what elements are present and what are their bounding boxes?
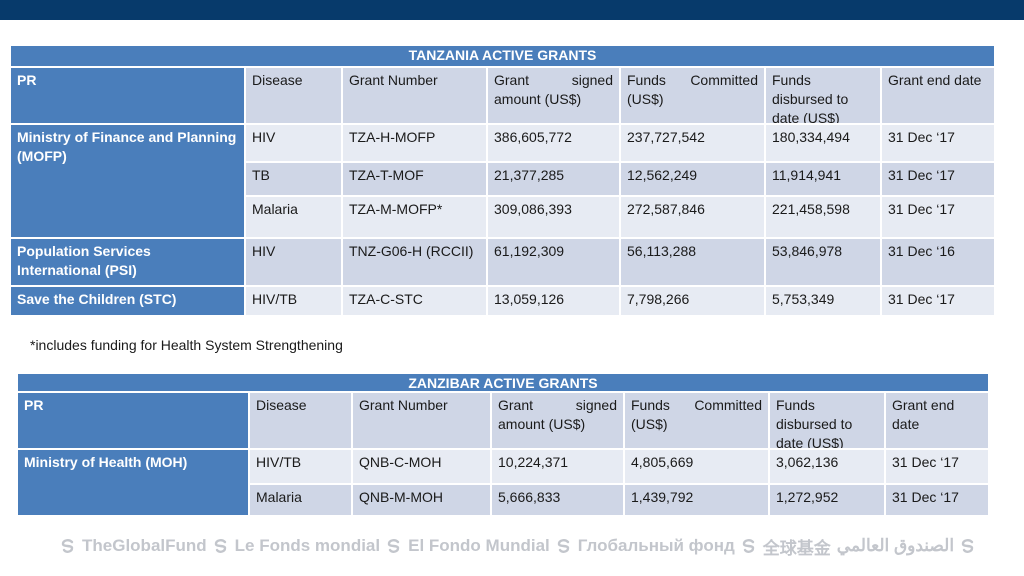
table-cell-disease: HIV/TB	[250, 450, 351, 483]
table-cell-disbursed: 5,753,349	[766, 287, 880, 315]
table-cell-disease: HIV/TB	[246, 287, 341, 315]
table-cell-end: 31 Dec ‘17	[882, 163, 994, 195]
table-cell-grant: QNB-M-MOH	[353, 485, 490, 515]
header-funds-committed: Funds Committed (US$)	[621, 68, 764, 123]
table-cell-committed: 272,587,846	[621, 197, 764, 237]
header-grant-end-date: Grant end date	[882, 68, 994, 123]
table-cell-grant: TNZ-G06-H (RCCII)	[343, 239, 486, 285]
table-cell-signed: 10,224,371	[492, 450, 623, 483]
top-banner	[0, 0, 1024, 20]
table-cell-disease: TB	[246, 163, 341, 195]
tanzania-table-title: TANZANIA ACTIVE GRANTS	[11, 46, 994, 66]
global-fund-swirl-icon	[556, 538, 572, 554]
footer-name-zh: 全球基金	[762, 538, 831, 558]
footer-name-ar: الصندوق العالمي	[836, 536, 955, 555]
table-cell-grant: TZA-T-MOF	[343, 163, 486, 195]
table-cell-disbursed: 3,062,136	[770, 450, 884, 483]
table-cell-signed: 386,605,772	[488, 125, 619, 161]
table-cell-committed: 56,113,288	[621, 239, 764, 285]
table-cell-end: 31 Dec ‘17	[882, 125, 994, 161]
table-cell-end: 31 Dec ‘17	[882, 197, 994, 237]
tanzania-grants-table: TANZANIA ACTIVE GRANTS PR Disease Grant …	[11, 46, 994, 315]
table-cell-signed: 61,192,309	[488, 239, 619, 285]
header-grant-signed: Grant signed amount (US$)	[492, 393, 623, 448]
table-cell-disease: HIV	[246, 239, 341, 285]
table-cell-end: 31 Dec ‘17	[882, 287, 994, 315]
global-fund-swirl-icon	[60, 538, 76, 554]
header-grant-number: Grant Number	[343, 68, 486, 123]
table-cell-disbursed: 180,334,494	[766, 125, 880, 161]
table-cell-disbursed: 1,272,952	[770, 485, 884, 515]
header-grant-end-date: Grant end date	[886, 393, 988, 448]
table-cell-disbursed: 53,846,978	[766, 239, 880, 285]
pr-moh: Ministry of Health (MOH)	[18, 450, 248, 515]
table-cell-grant: QNB-C-MOH	[353, 450, 490, 483]
table-cell-disease: Malaria	[250, 485, 351, 515]
global-fund-swirl-icon	[960, 538, 976, 554]
table-cell-signed: 21,377,285	[488, 163, 619, 195]
table-cell-committed: 237,727,542	[621, 125, 764, 161]
table-cell-signed: 5,666,833	[492, 485, 623, 515]
table-cell-committed: 4,805,669	[625, 450, 768, 483]
header-grant-signed: Grant signed amount (US$)	[488, 68, 619, 123]
table-cell-disbursed: 11,914,941	[766, 163, 880, 195]
global-fund-swirl-icon	[741, 538, 757, 554]
pr-psi: Population Services International (PSI)	[11, 239, 244, 285]
table-cell-end: 31 Dec ‘16	[882, 239, 994, 285]
header-disease: Disease	[246, 68, 341, 123]
global-fund-logo-strip: TheGlobalFund Le Fonds mondial El Fondo …	[60, 534, 976, 558]
table-cell-disease: Malaria	[246, 197, 341, 237]
table-cell-grant: TZA-C-STC	[343, 287, 486, 315]
table-cell-signed: 13,059,126	[488, 287, 619, 315]
zanzibar-grants-table: ZANZIBAR ACTIVE GRANTS PR Disease Grant …	[18, 374, 994, 515]
header-funds-committed: Funds Committed (US$)	[625, 393, 768, 448]
footer-name-fr: Le Fonds mondial	[234, 536, 381, 555]
table-cell-disbursed: 221,458,598	[766, 197, 880, 237]
table-cell-end: 31 Dec ‘17	[886, 450, 988, 483]
table-cell-end: 31 Dec ‘17	[886, 485, 988, 515]
header-pr: PR	[11, 68, 244, 123]
zanzibar-table-title: ZANZIBAR ACTIVE GRANTS	[18, 374, 988, 391]
header-pr: PR	[18, 393, 248, 448]
footer-name-es: El Fondo Mundial	[408, 536, 550, 555]
table-cell-signed: 309,086,393	[488, 197, 619, 237]
pr-stc: Save the Children (STC)	[11, 287, 244, 315]
table-cell-disease: HIV	[246, 125, 341, 161]
header-grant-number: Grant Number	[353, 393, 490, 448]
table-cell-grant: TZA-H-MOFP	[343, 125, 486, 161]
header-funds-disbursed: Funds disbursed to date (US$)	[770, 393, 884, 448]
header-disease: Disease	[250, 393, 351, 448]
footnote: *includes funding for Health System Stre…	[30, 337, 343, 353]
table-cell-committed: 1,439,792	[625, 485, 768, 515]
table-cell-committed: 7,798,266	[621, 287, 764, 315]
global-fund-swirl-icon	[213, 538, 229, 554]
header-funds-disbursed: Funds disbursed to date (US$)	[766, 68, 880, 123]
global-fund-swirl-icon	[386, 538, 402, 554]
table-cell-committed: 12,562,249	[621, 163, 764, 195]
footer-name-en: TheGlobalFund	[82, 536, 207, 555]
pr-mofp: Ministry of Finance and Planning (MOFP)	[11, 125, 244, 237]
table-cell-grant: TZA-M-MOFP*	[343, 197, 486, 237]
footer-name-ru: Глобальный фонд	[577, 536, 735, 555]
